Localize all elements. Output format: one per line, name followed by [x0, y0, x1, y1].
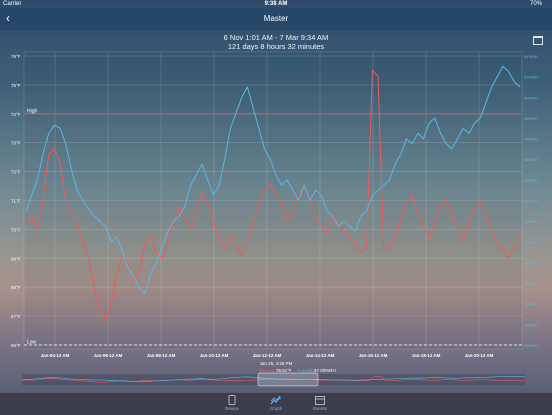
cursor-temp-value: 75.51°F: [276, 368, 292, 373]
page-title: Master: [263, 14, 289, 23]
y-right-tick: 32%RH: [524, 281, 538, 286]
y-right-tick: 38%RH: [524, 219, 538, 224]
y-right-tick: 50%RH: [524, 95, 538, 100]
x-tick: Jan-12-12 AM: [253, 353, 282, 358]
battery-label: 70%: [529, 1, 542, 7]
tab-device-label: Device: [225, 406, 239, 411]
back-button[interactable]: ‹: [6, 11, 10, 25]
y-right-tick: 40%RH: [524, 199, 538, 204]
series-line-temperature: [25, 69, 521, 323]
y-right-tick: 36%RH: [524, 240, 538, 245]
nav-bar: ‹ Master: [0, 8, 552, 30]
x-tick: Jan-16-12 AM: [359, 353, 388, 358]
tab-device[interactable]: Device: [217, 395, 247, 411]
low-label: Low: [27, 340, 37, 346]
plot-area: [23, 51, 523, 350]
x-tick: Jan-10-12 AM: [200, 353, 229, 358]
y-left-tick: 73°F: [11, 141, 21, 146]
overview-line-humidity: [21, 375, 526, 383]
series-line-humidity: [25, 65, 521, 294]
status-bar: Carrier 9:38 AM 70%: [0, 0, 552, 8]
y-left-tick: 69°F: [11, 256, 21, 261]
y-left-tick: 70°F: [11, 227, 21, 232]
y-left-tick: 74°F: [11, 112, 21, 117]
overview-line-temperature: [21, 376, 526, 383]
y-left-tick: 66°F: [11, 343, 21, 348]
y-right-tick: 42%RH: [524, 178, 538, 183]
y-right-tick: 28%RH: [524, 322, 538, 327]
cursor-hum-label: Humidity:: [297, 368, 316, 373]
graph-icon: [270, 395, 282, 405]
y-right-tick: 52%RH: [524, 75, 538, 80]
y-right-tick: 44%RH: [524, 157, 538, 162]
cursor-hum-value: 37.00%RH: [314, 368, 336, 373]
clock-label: 9:38 AM: [264, 1, 288, 7]
y-right-tick: 46%RH: [524, 137, 538, 142]
carrier-label: Carrier: [3, 1, 22, 7]
y-left-tick: 71°F: [11, 199, 21, 204]
tab-graph[interactable]: Graph: [261, 395, 291, 411]
cursor-temp-label: Temperature:: [258, 368, 285, 373]
y-right-tick: 30%RH: [524, 302, 538, 307]
tab-events-label: Events: [313, 406, 327, 411]
y-left-tick: 68°F: [11, 285, 21, 290]
y-right-tick: 54%RH: [524, 54, 538, 59]
y-right-tick: 48%RH: [524, 116, 538, 121]
high-label: High: [27, 108, 38, 114]
y-right-tick: 26%RH: [524, 343, 538, 348]
x-tick: Jan-08-12 AM: [147, 353, 176, 358]
graph-chart[interactable]: 76°F 75°F 74°F 73°F 72°F 71°F 70°F 69°F 68°F 67°F…: [0, 0, 552, 392]
calendar-icon[interactable]: [533, 36, 543, 45]
y-left-tick: 76°F: [11, 54, 21, 59]
date-range: 6 Nov 1:01 AM - 7 Mar 9:34 AM 121 days 8…: [0, 33, 552, 51]
overview-window[interactable]: [257, 372, 319, 387]
y-left-tick: 67°F: [11, 314, 21, 319]
y-left-tick: 75°F: [11, 83, 21, 88]
y-right-tick: 34%RH: [524, 260, 538, 265]
tab-graph-label: Graph: [269, 406, 283, 411]
x-tick: Jan-14-12 AM: [306, 353, 335, 358]
x-tick: Jan-04-12 AM: [41, 353, 70, 358]
x-tick: Jan-20-12 AM: [465, 353, 494, 358]
duration-label: 121 days 8 hours 32 minutes: [227, 42, 325, 51]
tab-bar: Device Graph Events: [0, 392, 552, 415]
cursor-date: Jan 15, 4:28 PM: [260, 361, 293, 366]
device-icon: [227, 395, 237, 405]
y-left-tick: 72°F: [11, 170, 21, 175]
date-range-label: 6 Nov 1:01 AM - 7 Mar 9:34 AM: [223, 33, 329, 42]
x-tick: Jan-06-12 AM: [94, 353, 123, 358]
events-icon: [315, 395, 325, 405]
x-tick: Jan-18-12 AM: [412, 353, 441, 358]
tab-events[interactable]: Events: [305, 395, 335, 411]
